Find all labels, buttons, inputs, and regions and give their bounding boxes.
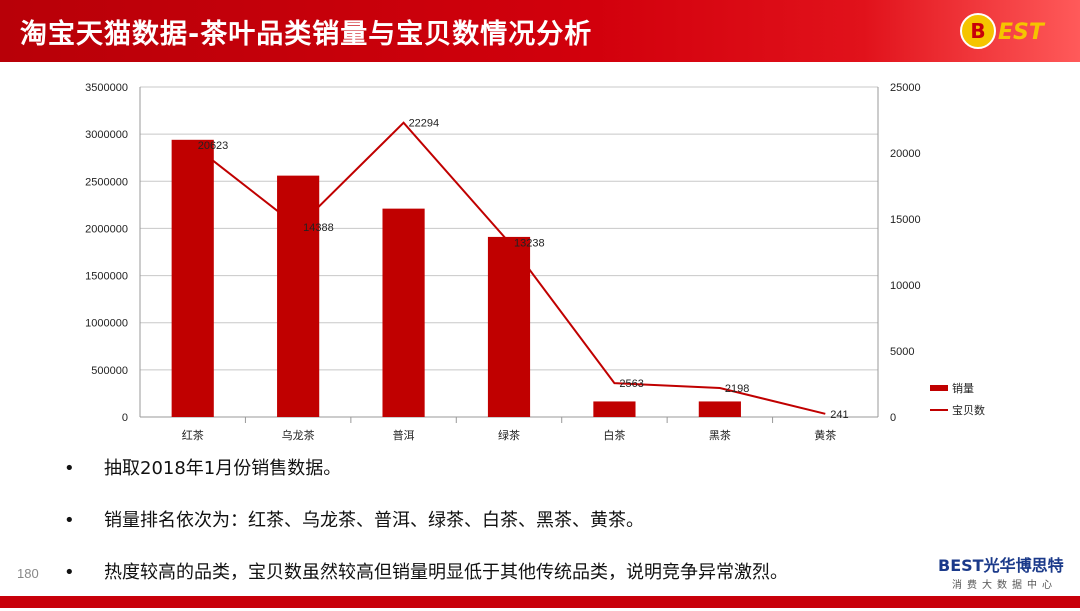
bullet-text: 抽取2018年1月份销售数据。 (104, 458, 342, 479)
bullet-text: 销量排名依次为：红茶、乌龙茶、普洱、绿茶、白茶、黑茶、黄茶。 (104, 510, 644, 531)
page-number: 180 (17, 566, 39, 581)
x-tick-label: 红茶 (182, 429, 204, 442)
x-tick-label: 乌龙茶 (282, 428, 315, 442)
y-left-tick-label: 0 (122, 412, 128, 424)
bullet-item: • 销量排名依次为：红茶、乌龙茶、普洱、绿茶、白茶、黑茶、黄茶。 (64, 507, 964, 547)
line-item-count (192, 121, 826, 415)
bullet-list: • 抽取2018年1月份销售数据。 • 销量排名依次为：红茶、乌龙茶、普洱、绿茶… (64, 455, 964, 611)
bar-sales (593, 401, 636, 417)
bullet-item: • 热度较高的品类，宝贝数虽然较高但销量明显低于其他传统品类，说明竞争异常激烈。 (64, 559, 964, 599)
bar-sales (487, 236, 531, 417)
x-tick-label: 黄茶 (814, 428, 836, 442)
bar-sales (171, 139, 214, 418)
bullet-item: • 抽取2018年1月份销售数据。 (64, 455, 964, 495)
bar-sales (698, 401, 741, 417)
tea-sales-chart: 0 500000 1000000 1500000 2000000 2500000 30000… (85, 82, 985, 442)
x-tick-label: 白茶 (603, 428, 625, 442)
data-label-item-count: 20623 (198, 140, 229, 152)
bullet-dot: • (64, 510, 75, 531)
x-tick-label: 普洱 (393, 428, 415, 442)
best-brand-logo: B EST (960, 13, 1046, 49)
y-right-tick-label: 25000 (890, 82, 921, 94)
legend-label-item-count: 宝贝数 (952, 403, 985, 417)
y-left-tick-label: 500000 (91, 365, 128, 377)
legend-label-sales: 销量 (952, 381, 974, 395)
x-tick-label: 黑茶 (709, 429, 731, 442)
legend-swatch-sales (930, 385, 948, 391)
y-left-tick-label: 1000000 (85, 318, 128, 330)
x-tick-label: 绿茶 (498, 428, 520, 442)
footer-logo-subtitle: 消费大数据中心 (952, 580, 1057, 591)
bullet-dot: • (64, 458, 75, 479)
y-right-tick-label: 10000 (890, 280, 921, 292)
bullet-text: 热度较高的品类，宝贝数虽然较高但销量明显低于其他传统品类，说明竞争异常激烈。 (104, 562, 788, 583)
bottom-bar (0, 596, 1080, 608)
bar-sales (382, 208, 425, 417)
y-left-tick-label: 1500000 (85, 271, 128, 283)
svg-text:B: B (970, 19, 985, 43)
y-right-tick-label: 0 (890, 412, 896, 424)
data-label-item-count: 22294 (409, 118, 440, 130)
footer-logo-text: BEST光华博思特 (938, 556, 1064, 575)
y-right-tick-label: 5000 (890, 346, 914, 358)
page-title: 淘宝天猫数据-茶叶品类销量与宝贝数情况分析 (20, 19, 593, 50)
data-label-item-count: 13238 (514, 237, 545, 249)
y-left-tick-label: 2500000 (85, 176, 128, 188)
footer-logo: BEST光华博思特 消费大数据中心 (938, 552, 1073, 592)
y-right-tick-label: 20000 (890, 148, 921, 160)
header-banner: 淘宝天猫数据-茶叶品类销量与宝贝数情况分析 B EST (0, 0, 1080, 62)
y-left-tick-label: 3500000 (85, 82, 128, 94)
data-label-item-count: 2198 (725, 383, 749, 395)
svg-text:EST: EST (998, 20, 1046, 45)
y-left-tick-label: 3000000 (85, 129, 128, 141)
bullet-dot: • (64, 562, 75, 583)
y-left-tick-label: 2000000 (85, 223, 128, 235)
data-label-item-count: 2563 (619, 378, 643, 390)
data-label-item-count: 241 (830, 409, 848, 421)
data-label-item-count: 14388 (303, 222, 334, 234)
y-right-tick-label: 15000 (890, 214, 921, 226)
